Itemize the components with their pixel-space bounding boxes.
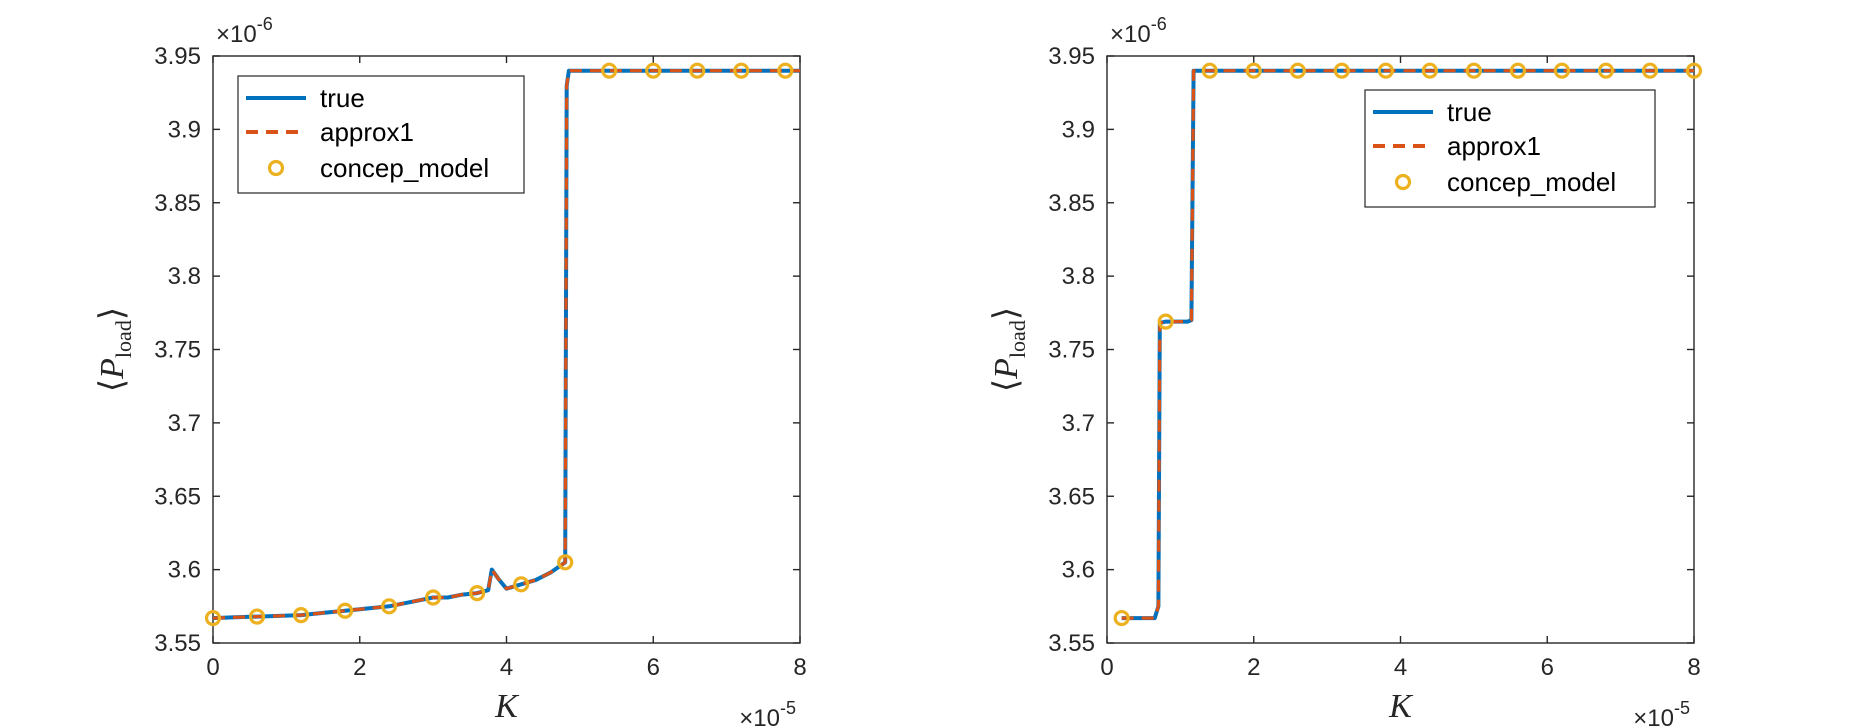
marker-concep_model <box>292 607 310 624</box>
y-tick-label: 3.6 <box>1062 557 1095 584</box>
legend-box <box>237 75 525 194</box>
marker-concep_model <box>557 554 574 571</box>
marker-concep_model <box>1509 62 1527 79</box>
marker-concep_model <box>1421 62 1438 79</box>
y-axis-label: ⟨Pload⟩ <box>94 307 136 392</box>
marker-concep_model <box>1245 62 1262 79</box>
y-tick-label: 3.6 <box>168 557 201 584</box>
y-exponent-power: -6 <box>1151 14 1167 34</box>
y-tick-label: 3.55 <box>1048 630 1095 657</box>
x-exponent-label: ×10-5 <box>1633 698 1690 728</box>
y-tick-label: 3.95 <box>154 43 201 70</box>
marker-concep_model <box>1597 62 1615 79</box>
marker-concep_model <box>777 62 794 79</box>
y-tick-label: 3.75 <box>1048 337 1095 364</box>
marker-concep_model <box>381 598 398 615</box>
x-exponent-base: ×10 <box>739 705 780 728</box>
y-exponent-label: ×10-6 <box>1110 14 1167 48</box>
y-label-subscript: load <box>1005 320 1030 358</box>
y-tick-label: 3.65 <box>1048 483 1095 510</box>
x-tick-label: 8 <box>1687 654 1700 681</box>
x-tick-label: 8 <box>793 654 806 681</box>
legend-swatch-concep_model <box>1394 173 1412 191</box>
y-tick-label: 3.75 <box>154 337 201 364</box>
legend-swatch-concep_model <box>267 159 285 177</box>
marker-concep_model <box>1289 62 1306 79</box>
y-tick-label: 3.9 <box>1062 116 1095 143</box>
marker-concep_model <box>601 62 618 79</box>
marker-concep_model <box>1553 62 1571 79</box>
series-line-approx1 <box>212 69 800 620</box>
x-tick-label: 6 <box>647 654 660 681</box>
x-tick-label: 2 <box>1247 654 1260 681</box>
legend-box <box>1364 89 1656 208</box>
y-exponent-power: -6 <box>257 14 273 34</box>
marker-concep_model <box>733 62 750 79</box>
y-label-bracket-close: ⟩ <box>988 307 1025 320</box>
marker-concep_model <box>425 589 442 606</box>
marker-concep_model <box>1377 62 1394 79</box>
x-exponent-label: ×10-5 <box>739 698 796 728</box>
y-tick-label: 3.65 <box>154 483 201 510</box>
legend-label: concep_model <box>1447 167 1616 197</box>
legend: true approx1 concep_model <box>1364 89 1656 208</box>
marker-concep_model <box>204 609 222 627</box>
x-exponent-power: -5 <box>780 698 796 718</box>
legend-label: concep_model <box>320 153 489 183</box>
x-tick-label: 0 <box>206 654 219 681</box>
chart-panel-1: 0 2 4 6 8 3.55 3.6 3.65 3.7 3.75 3.8 3.85 3.9 3.95 ×10… <box>94 14 807 728</box>
legend-label: true <box>1447 97 1492 127</box>
legend: true approx1 concep_model <box>237 75 525 194</box>
y-axis-label: ⟨Pload⟩ <box>988 307 1030 392</box>
marker-concep_model <box>1201 62 1218 79</box>
marker-concep_model <box>1685 62 1703 79</box>
marker-concep_model <box>689 62 706 79</box>
y-tick-label: 3.8 <box>1062 263 1095 290</box>
x-tick-label: 2 <box>353 654 366 681</box>
x-tick-label: 4 <box>500 654 513 681</box>
legend-label: true <box>320 83 365 113</box>
y-label-bracket-open: ⟨ <box>94 379 131 392</box>
x-tick-label: 6 <box>1541 654 1554 681</box>
marker-concep_model <box>1333 62 1350 79</box>
chart-panel-2: 0 2 4 6 8 3.55 3.6 3.65 3.7 3.75 3.8 3.85 3.9 3.95 ×10… <box>988 14 1703 728</box>
series-line-true <box>1121 68 1694 621</box>
marker-concep_model <box>1113 609 1130 627</box>
marker-concep_model <box>645 62 662 79</box>
y-tick-label: 3.8 <box>168 263 201 290</box>
y-tick-label: 3.9 <box>168 116 201 143</box>
marker-concep_model <box>1641 62 1659 79</box>
marker-concep_model <box>513 576 530 593</box>
marker-concep_model <box>469 585 486 602</box>
y-tick-label: 3.85 <box>1048 190 1095 217</box>
marker-concep_model <box>1465 62 1482 79</box>
x-axis-label: K <box>1388 688 1414 725</box>
y-tick-label: 3.95 <box>1048 43 1095 70</box>
x-exponent-base: ×10 <box>1633 705 1674 728</box>
x-exponent-power: -5 <box>1674 698 1690 718</box>
y-label-symbol: P <box>988 358 1025 380</box>
y-tick-label: 3.55 <box>154 630 201 657</box>
y-label-subscript: load <box>111 320 136 358</box>
y-label-bracket-open: ⟨ <box>988 379 1025 392</box>
marker-concep_model <box>336 602 354 619</box>
y-tick-label: 3.85 <box>154 190 201 217</box>
y-tick-label: 3.7 <box>1062 410 1095 437</box>
y-exponent-base: ×10 <box>216 21 257 48</box>
marker-concep_model <box>1157 313 1174 330</box>
y-label-bracket-close: ⟩ <box>94 307 131 320</box>
y-tick-label: 3.7 <box>168 410 201 437</box>
legend-label: approx1 <box>320 117 414 147</box>
x-tick-label: 4 <box>1394 654 1407 681</box>
x-tick-label: 0 <box>1100 654 1113 681</box>
y-exponent-label: ×10-6 <box>216 14 273 48</box>
y-label-symbol: P <box>94 358 131 380</box>
y-exponent-base: ×10 <box>1110 21 1151 48</box>
x-axis-label: K <box>494 688 520 725</box>
legend-label: approx1 <box>1447 131 1541 161</box>
marker-concep_model <box>248 608 266 625</box>
